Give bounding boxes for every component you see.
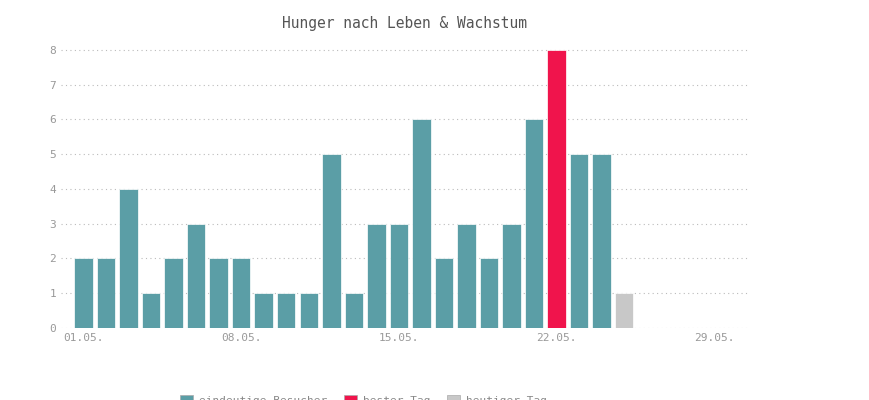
Bar [389,224,408,328]
Bar [119,189,137,328]
Bar [501,224,521,328]
Bar [547,50,565,328]
Bar [569,154,587,328]
Bar [322,154,340,328]
Bar [614,293,633,328]
Bar [74,258,93,328]
Bar [96,258,115,328]
Bar [276,293,295,328]
Bar [592,154,610,328]
Bar [457,224,475,328]
Bar [209,258,228,328]
Bar [367,224,385,328]
Bar [254,293,273,328]
Bar [434,258,453,328]
Bar [344,293,362,328]
Bar [232,258,250,328]
Legend: eindeutige Besucher, bester Tag, heutiger Tag: eindeutige Besucher, bester Tag, heutige… [176,391,550,400]
Bar [299,293,318,328]
Bar [164,258,182,328]
Bar [187,224,205,328]
Bar [524,120,543,328]
Bar [480,258,498,328]
Bar [412,120,430,328]
Title: Hunger nach Leben & Wachstum: Hunger nach Leben & Wachstum [282,16,527,31]
Bar [142,293,160,328]
